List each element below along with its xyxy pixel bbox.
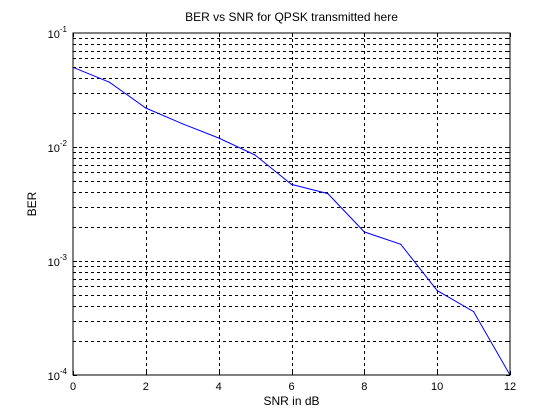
ber-data-point — [400, 243, 402, 245]
ber-data-point — [218, 137, 220, 139]
chart-title: BER vs SNR for QPSK transmitted here — [185, 10, 398, 24]
x-axis-label: SNR in dB — [263, 394, 319, 408]
y-tick-base: 10 — [48, 29, 60, 41]
y-axis-label: BER — [25, 191, 39, 216]
x-tick-label: 12 — [504, 381, 516, 393]
ber-data-point — [181, 123, 183, 125]
y-tick-exponent: -4 — [60, 367, 68, 376]
y-tick-base: 10 — [48, 143, 60, 155]
x-tick-label: 0 — [70, 381, 76, 393]
y-tick-base: 10 — [48, 371, 60, 383]
y-tick-label: 10-4 — [48, 367, 68, 383]
x-tick-label: 10 — [431, 381, 443, 393]
ber-data-point — [145, 107, 147, 109]
y-tick-base: 10 — [48, 257, 60, 269]
y-tick-label: 10-3 — [48, 253, 68, 269]
x-tick-label: 4 — [216, 381, 222, 393]
ber-data-point — [327, 193, 329, 195]
axes-box — [72, 32, 511, 376]
ber-data-point — [363, 231, 365, 233]
ber-data-point — [290, 183, 293, 185]
y-tick-exponent: -1 — [60, 25, 68, 34]
x-tick-label: 2 — [143, 381, 149, 393]
y-tick-label: 10-2 — [48, 139, 68, 155]
ber-data-point — [473, 311, 475, 313]
y-tick-label: 10-1 — [48, 25, 68, 41]
ber-data-point — [108, 81, 110, 83]
ber-data-point — [254, 154, 256, 156]
plot-area — [73, 33, 510, 375]
x-tick-label: 6 — [288, 381, 294, 393]
ber-data-point — [436, 290, 438, 292]
y-tick-exponent: -3 — [60, 253, 68, 262]
grid — [73, 33, 510, 375]
x-tick-label: 8 — [361, 381, 367, 393]
y-tick-exponent: -2 — [60, 139, 68, 148]
